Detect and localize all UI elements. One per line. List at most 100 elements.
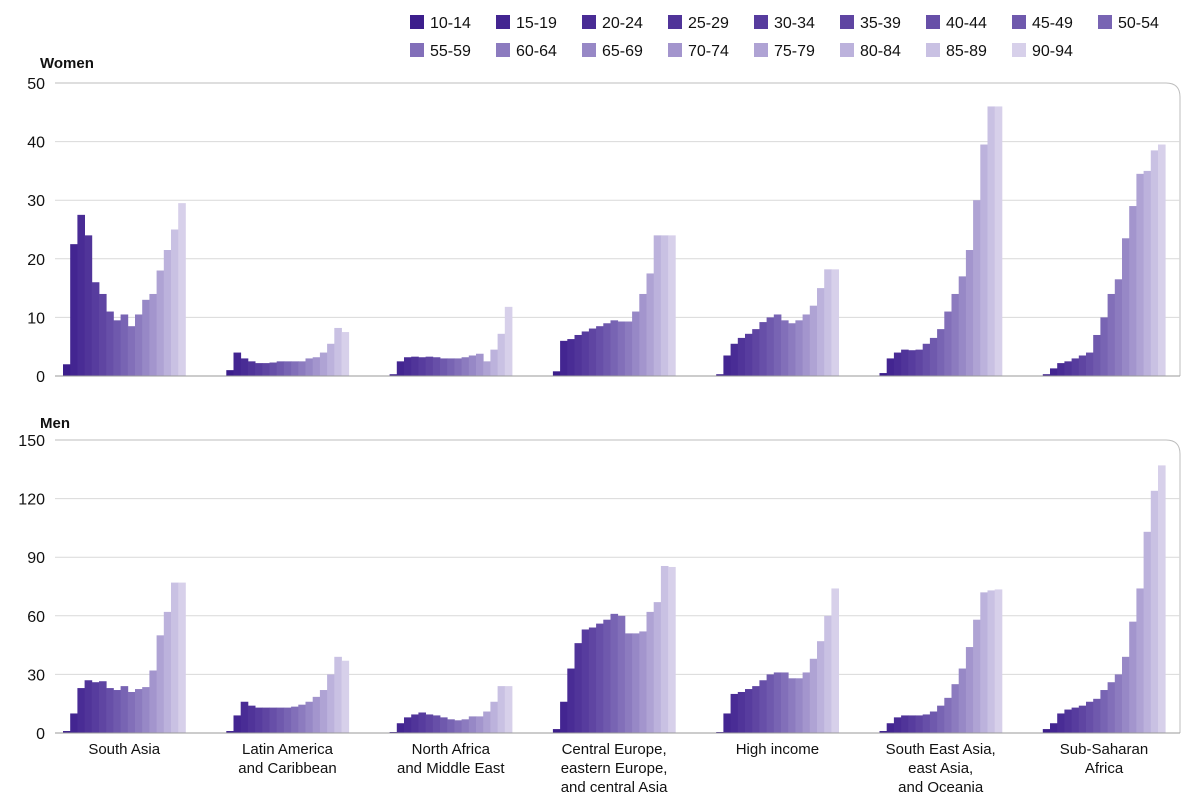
bar — [233, 352, 242, 376]
bar — [1136, 588, 1144, 733]
category-label: Latin America — [242, 741, 334, 758]
bar — [624, 633, 633, 733]
category-label: eastern Europe, — [561, 760, 668, 777]
bar — [476, 716, 484, 733]
bar — [178, 203, 186, 376]
bar — [291, 706, 299, 733]
bar — [581, 331, 590, 376]
bar — [1086, 701, 1094, 733]
bar — [298, 704, 306, 733]
bar — [262, 363, 270, 376]
bar — [560, 340, 568, 376]
category-label: and central Asia — [561, 779, 668, 796]
bar — [1114, 674, 1123, 733]
legend-swatch-65-69 — [582, 43, 596, 57]
category-label: and Oceania — [898, 779, 984, 796]
legend-swatch-55-59 — [410, 43, 424, 57]
bar — [240, 701, 249, 733]
bar — [603, 619, 611, 733]
legend-swatch-25-29 — [668, 15, 682, 29]
category-label: Sub-Saharan — [1060, 741, 1148, 758]
bar — [1136, 173, 1144, 376]
legend-swatch-35-39 — [840, 15, 854, 29]
y-tick-label: 60 — [27, 609, 45, 626]
women-panel: 0 10 20 30 40 50 — [27, 76, 1181, 386]
bar — [312, 357, 321, 376]
bar — [276, 707, 285, 733]
bar — [929, 337, 938, 376]
bar — [915, 715, 924, 733]
category-label: North Africa — [412, 741, 491, 758]
bar — [908, 350, 916, 376]
bar — [730, 693, 739, 733]
bar — [341, 332, 350, 376]
bar — [1064, 361, 1072, 376]
bar — [646, 273, 655, 376]
bar — [504, 306, 513, 376]
legend-swatch-20-24 — [582, 15, 596, 29]
bar — [1100, 317, 1108, 376]
bar — [63, 731, 71, 733]
bar — [84, 680, 93, 733]
bar — [418, 357, 426, 376]
legend-label-30-34: 30-34 — [774, 15, 815, 32]
bar — [1158, 465, 1166, 733]
bar — [504, 686, 513, 733]
bar — [929, 711, 938, 733]
bar — [483, 361, 491, 376]
bar — [617, 321, 626, 376]
bar — [893, 717, 902, 733]
legend-label-20-24: 20-24 — [602, 15, 643, 32]
bar — [226, 370, 234, 376]
bar — [1042, 374, 1051, 376]
bar — [319, 690, 328, 733]
y-tick-label: 20 — [27, 252, 45, 269]
bar — [476, 353, 484, 376]
bar — [305, 358, 314, 376]
bar — [632, 633, 640, 733]
bar — [965, 250, 974, 376]
bar — [1107, 293, 1116, 376]
bar — [617, 615, 626, 733]
legend-label-15-19: 15-19 — [516, 15, 557, 32]
bar — [1078, 705, 1087, 733]
bar — [440, 358, 448, 376]
legend-label-75-79: 75-79 — [774, 43, 815, 60]
plot-frame — [55, 439, 1181, 733]
bar — [1143, 170, 1152, 376]
bar — [411, 356, 419, 376]
bar — [987, 590, 996, 733]
bar — [291, 361, 299, 376]
legend-label-55-59: 55-59 — [430, 43, 471, 60]
category-label: Central Europe, — [562, 741, 667, 758]
category-label: and Caribbean — [238, 760, 336, 777]
bar — [247, 361, 256, 376]
bar — [404, 717, 412, 733]
bar — [886, 723, 895, 733]
bar — [497, 333, 506, 376]
bar — [552, 371, 561, 376]
bar — [1064, 709, 1072, 733]
bar — [951, 684, 960, 733]
y-tick-label: 10 — [27, 310, 45, 327]
bar — [817, 288, 825, 376]
legend-label-70-74: 70-74 — [688, 43, 729, 60]
bar — [156, 270, 165, 376]
bar — [120, 686, 129, 733]
bar — [567, 668, 575, 733]
legend-label-35-39: 35-39 — [860, 15, 901, 32]
bar — [994, 106, 1003, 376]
legend-swatch-50-54 — [1098, 15, 1112, 29]
bar — [908, 715, 916, 733]
bar — [1158, 144, 1166, 376]
bar — [773, 672, 782, 733]
bar — [560, 701, 568, 733]
women-panel-title: Women — [40, 55, 94, 72]
bar — [879, 731, 888, 733]
bar — [447, 358, 455, 376]
bar — [468, 716, 477, 733]
bar — [893, 352, 902, 376]
plot-frame — [55, 82, 1181, 376]
bar — [624, 321, 633, 376]
